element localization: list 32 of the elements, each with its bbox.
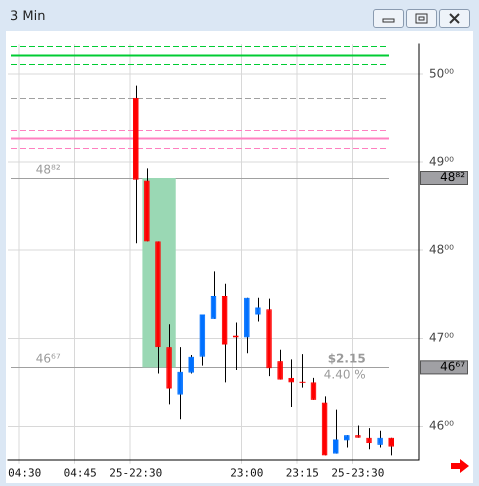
- x-tick-label: 25-23:30: [331, 466, 384, 480]
- text: 48⁸²: [440, 170, 465, 184]
- candlestick: [332, 409, 338, 454]
- y-tick-label: 48⁰⁰: [429, 242, 454, 256]
- candlestick: [310, 377, 316, 400]
- x-tick-label: 04:45: [64, 466, 97, 480]
- candlestick: [277, 349, 283, 380]
- annotation: 4.40 %: [324, 367, 366, 382]
- candlestick: [366, 428, 372, 450]
- candlestick: [177, 346, 183, 420]
- y-tick-label: 47⁰⁰: [429, 330, 454, 344]
- candlestick: [210, 270, 216, 320]
- candlestick: [255, 297, 261, 322]
- candlestick: [288, 358, 294, 408]
- candlestick: [377, 430, 383, 448]
- ref-line-label: 46⁶⁷: [36, 352, 61, 366]
- annotation: $2.15: [328, 351, 366, 366]
- y-tick-label: 46⁰⁰: [429, 418, 454, 432]
- candlestick: [299, 354, 306, 388]
- y-tick-label: 49⁰⁰: [429, 154, 454, 168]
- text: 46⁶⁷: [440, 359, 465, 374]
- ref-line-label: 48⁸²: [36, 162, 61, 177]
- chart-title: 3 Min: [10, 9, 46, 24]
- candlestick: [355, 424, 361, 438]
- x-tick-label: 25-22:30: [109, 466, 162, 480]
- candlestick: [188, 354, 194, 374]
- x-tick-label: 23:00: [230, 466, 264, 480]
- candlestick: [344, 434, 350, 448]
- x-tick-label: 04:30: [8, 466, 42, 480]
- y-tick-label: 50⁰⁰: [429, 66, 454, 80]
- candlestick: [388, 437, 394, 456]
- x-tick-label: 23:15: [286, 466, 319, 480]
